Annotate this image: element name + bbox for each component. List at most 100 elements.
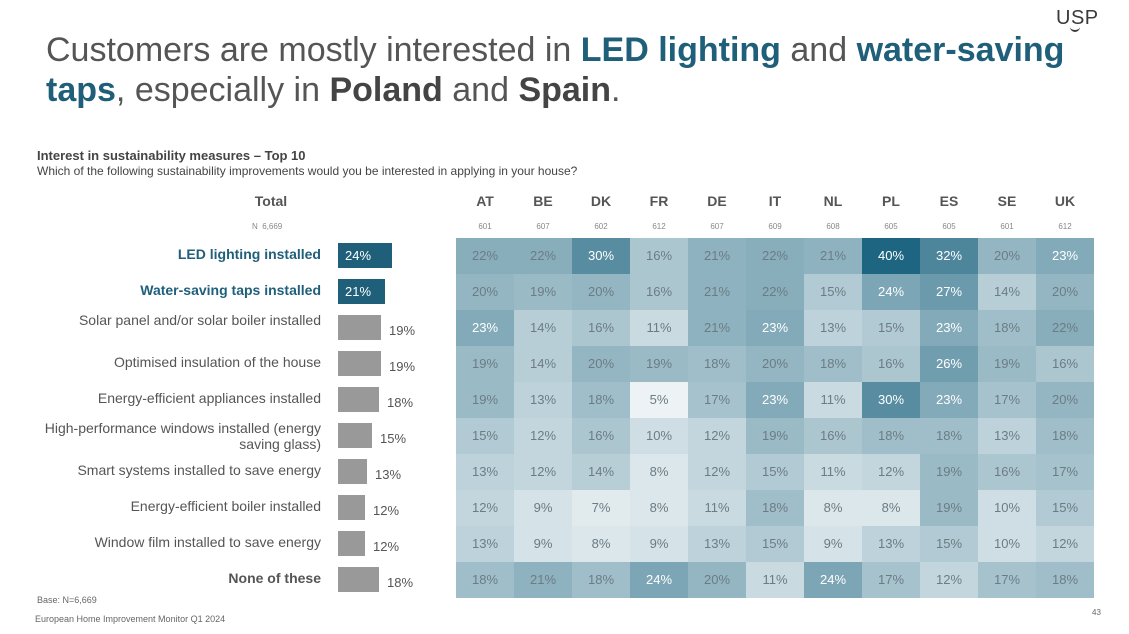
- total-bar: [338, 459, 367, 484]
- heatmap-cell: 16%: [572, 418, 630, 454]
- total-bar-value: 15%: [380, 431, 407, 446]
- country-header-at: AT: [476, 193, 494, 209]
- usp-logo: USP: [1056, 7, 1099, 32]
- country-n-be: 607: [536, 222, 550, 231]
- row-label: LED lighting installed: [177, 246, 321, 262]
- heatmap-cell: 22%: [746, 274, 804, 310]
- heatmap-cell: 19%: [456, 382, 514, 418]
- heatmap-cell: 20%: [572, 346, 630, 382]
- heatmap-cell: 24%: [804, 562, 862, 598]
- heatmap-cell: 18%: [1036, 418, 1094, 454]
- heatmap-cell: 14%: [978, 274, 1036, 310]
- heatmap-cell: 23%: [920, 310, 978, 346]
- heatmap-cell: 20%: [746, 346, 804, 382]
- total-bar: [338, 315, 381, 340]
- page-headline: Customers are mostly interested in LED l…: [46, 31, 1065, 109]
- heatmap-cell: 21%: [688, 310, 746, 346]
- chart-title: Interest in sustainability measures – To…: [37, 148, 306, 163]
- country-n-nl: 608: [826, 222, 840, 231]
- country-header-uk: UK: [1054, 193, 1076, 209]
- total-bar-value: 12%: [373, 503, 400, 518]
- country-header-dk: DK: [590, 193, 612, 209]
- heatmap-cell: 9%: [630, 526, 688, 562]
- page-number: 43: [1092, 608, 1101, 617]
- heatmap-cell: 14%: [514, 310, 572, 346]
- total-bar-value: 18%: [387, 395, 414, 410]
- heatmap-cell: 15%: [456, 418, 514, 454]
- heatmap-cell: 14%: [572, 454, 630, 490]
- heatmap-cell: 18%: [1036, 562, 1094, 598]
- heatmap-cell: 8%: [630, 490, 688, 526]
- total-bar-value: 13%: [375, 467, 402, 482]
- heatmap-cell: 20%: [978, 238, 1036, 274]
- heatmap-cell: 18%: [978, 310, 1036, 346]
- heatmap-cell: 23%: [1036, 238, 1094, 274]
- total-bar: [338, 387, 379, 412]
- row-label: High-performance windows installed (ener…: [44, 420, 321, 452]
- heatmap-cell: 18%: [688, 346, 746, 382]
- heatmap-cell: 19%: [746, 418, 804, 454]
- heatmap-cell: 22%: [1036, 310, 1094, 346]
- country-header-nl: NL: [823, 193, 843, 209]
- heatmap-cell: 9%: [514, 526, 572, 562]
- heatmap-cell: 12%: [862, 454, 920, 490]
- country-n-pl: 605: [884, 222, 898, 231]
- heatmap-cell: 19%: [920, 490, 978, 526]
- heatmap-cell: 20%: [1036, 382, 1094, 418]
- heatmap-cell: 16%: [862, 346, 920, 382]
- country-header-be: BE: [533, 193, 553, 209]
- country-header-se: SE: [997, 193, 1017, 209]
- heatmap-cell: 13%: [514, 382, 572, 418]
- heatmap-cell: 24%: [630, 562, 688, 598]
- heatmap-cell: 11%: [804, 454, 862, 490]
- row-label: Smart systems installed to save energy: [77, 462, 321, 478]
- heatmap-cell: 8%: [804, 490, 862, 526]
- row-label: Window film installed to save energy: [94, 534, 321, 550]
- heatmap-cell: 18%: [572, 562, 630, 598]
- heatmap-cell: 10%: [978, 490, 1036, 526]
- heatmap-cell: 21%: [688, 274, 746, 310]
- heatmap-cell: 16%: [978, 454, 1036, 490]
- heatmap-cell: 17%: [862, 562, 920, 598]
- heatmap-cell: 12%: [688, 454, 746, 490]
- heatmap-cell: 17%: [978, 562, 1036, 598]
- heatmap-cell: 23%: [920, 382, 978, 418]
- heatmap-cell: 15%: [920, 526, 978, 562]
- heatmap-cell: 15%: [746, 526, 804, 562]
- total-bar: [338, 567, 379, 592]
- country-header-de: DE: [707, 193, 727, 209]
- heatmap-cell: 40%: [862, 238, 920, 274]
- heatmap-cell: 21%: [804, 238, 862, 274]
- heatmap-cell: 11%: [630, 310, 688, 346]
- heatmap-cell: 12%: [456, 490, 514, 526]
- heatmap-cell: 13%: [688, 526, 746, 562]
- heatmap-cell: 15%: [804, 274, 862, 310]
- country-n-se: 601: [1000, 222, 1014, 231]
- heatmap-cell: 11%: [746, 562, 804, 598]
- total-bar-value: 24%: [345, 248, 372, 263]
- total-n-label: N 6,669: [252, 222, 283, 231]
- country-n-fr: 612: [652, 222, 666, 231]
- row-label: None of these: [228, 570, 321, 586]
- total-bar: [338, 423, 372, 448]
- country-header-it: IT: [768, 193, 782, 209]
- heatmap-cell: 17%: [1036, 454, 1094, 490]
- chart-subtitle: Which of the following sustainability im…: [37, 164, 578, 178]
- country-n-it: 609: [768, 222, 782, 231]
- row-label: Solar panel and/or solar boiler installe…: [78, 312, 321, 328]
- heatmap-cell: 19%: [978, 346, 1036, 382]
- total-bar: [338, 279, 385, 304]
- row-label: Energy-efficient appliances installed: [97, 390, 321, 406]
- heatmap-cell: 9%: [514, 490, 572, 526]
- country-n-at: 601: [478, 222, 492, 231]
- heatmap-cell: 17%: [978, 382, 1036, 418]
- base-note: Base: N=6,669: [37, 595, 97, 605]
- heatmap-cell: 22%: [514, 238, 572, 274]
- heatmap-cell: 30%: [862, 382, 920, 418]
- heatmap-cell: 15%: [1036, 490, 1094, 526]
- heatmap-cell: 32%: [920, 238, 978, 274]
- heatmap-cell: 10%: [630, 418, 688, 454]
- heatmap-cell: 19%: [456, 346, 514, 382]
- heatmap-cell: 22%: [456, 238, 514, 274]
- heatmap-cell: 18%: [920, 418, 978, 454]
